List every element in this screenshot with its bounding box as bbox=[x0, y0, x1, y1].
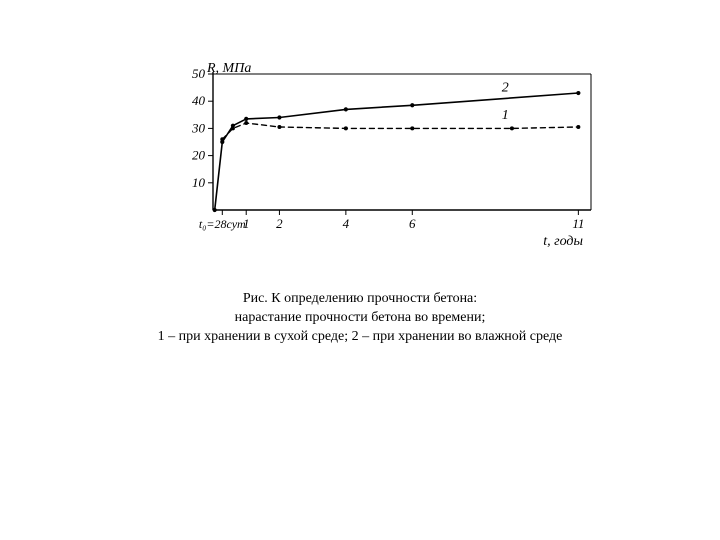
svg-text:10: 10 bbox=[192, 175, 206, 190]
caption-line-3: 1 – при хранении в сухой среде; 2 – при … bbox=[0, 328, 720, 347]
caption-line-1: Рис. К определению прочности бетона: bbox=[0, 290, 720, 309]
svg-text:2: 2 bbox=[276, 216, 283, 231]
svg-text:t, годы: t, годы bbox=[543, 234, 583, 249]
svg-text:1: 1 bbox=[502, 108, 509, 123]
svg-text:R, МПа: R, МПа bbox=[206, 61, 251, 76]
svg-text:2: 2 bbox=[502, 81, 509, 96]
svg-text:1: 1 bbox=[243, 216, 250, 231]
svg-text:40: 40 bbox=[192, 93, 206, 108]
chart-svg: 1020304050R, МПаt₀=28сут124611t, годы21 bbox=[165, 60, 595, 250]
svg-text:4: 4 bbox=[343, 216, 350, 231]
strength-chart: 1020304050R, МПаt₀=28сут124611t, годы21 bbox=[165, 60, 595, 250]
caption-line-2: нарастание прочности бетона во времени; bbox=[0, 309, 720, 328]
svg-text:50: 50 bbox=[192, 66, 206, 81]
svg-text:t₀=28сут: t₀=28сут bbox=[199, 217, 246, 231]
figure-caption: Рис. К определению прочности бетона: нар… bbox=[0, 290, 720, 347]
svg-text:30: 30 bbox=[191, 120, 206, 135]
svg-text:6: 6 bbox=[409, 216, 416, 231]
svg-text:20: 20 bbox=[192, 148, 206, 163]
svg-text:11: 11 bbox=[572, 216, 584, 231]
